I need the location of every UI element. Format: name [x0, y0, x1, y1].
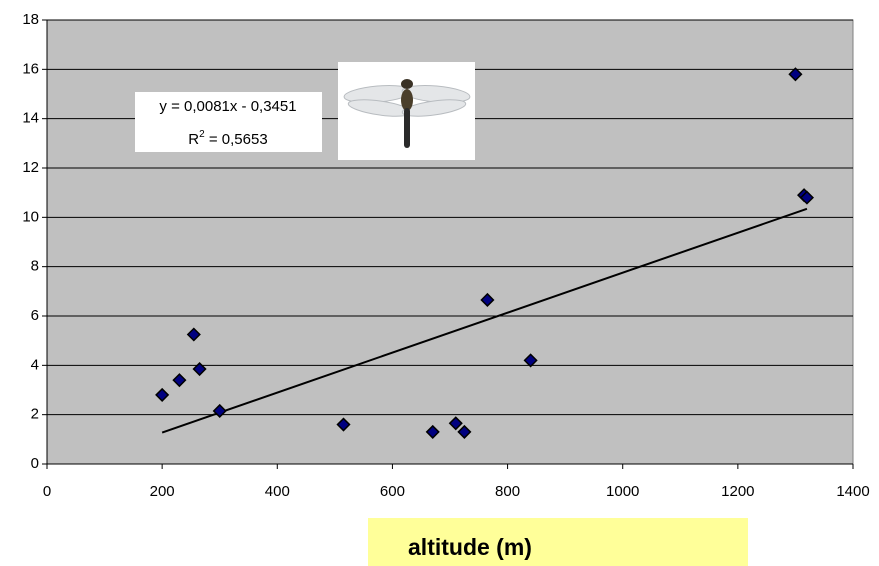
equation: y = 0,0081x - 0,3451	[159, 98, 296, 115]
y-tick-label: 0	[31, 455, 39, 472]
point	[155, 387, 170, 402]
y-tick-label: 2	[31, 406, 39, 423]
r-squared: R2 = 0,5653	[188, 129, 267, 148]
y-tick-label: 10	[22, 208, 39, 225]
point	[336, 417, 351, 432]
marks	[155, 67, 815, 439]
x-tick-label: 600	[380, 483, 405, 500]
y-tick-label: 8	[31, 258, 39, 275]
point	[172, 373, 187, 388]
trendline	[161, 207, 808, 434]
y-tick-label: 12	[22, 159, 39, 176]
equation-box	[135, 92, 322, 152]
r-value: = 0,5653	[205, 131, 268, 148]
y-tick-label: 6	[31, 307, 39, 324]
y-tick-label: 18	[22, 11, 39, 28]
xlabel-box	[368, 518, 748, 566]
y-tick-label: 16	[22, 60, 39, 77]
point	[192, 361, 207, 377]
point	[425, 424, 440, 439]
point	[480, 292, 495, 308]
point	[212, 403, 227, 419]
x-tick-label: 400	[265, 483, 290, 500]
point	[799, 190, 815, 205]
y-tick-label: 4	[31, 356, 39, 373]
point	[448, 416, 463, 431]
x-tick-label: 1000	[606, 483, 639, 500]
point	[457, 424, 472, 439]
x-tick-label: 200	[150, 483, 175, 500]
r-symbol: R	[188, 131, 199, 148]
x-tick-label: 800	[495, 483, 520, 500]
x-tick-label: 1200	[721, 483, 754, 500]
x-tick-label: 1400	[836, 483, 869, 500]
y-tick-label: 14	[22, 110, 39, 127]
point	[788, 67, 803, 82]
point	[186, 327, 201, 342]
point	[523, 353, 538, 368]
r-exponent: 2	[199, 129, 205, 140]
grid: 0 2 4 6 8 10 12 14 16 18 0 200 400 600 800 1000 1200 1400	[22, 11, 869, 500]
x-tick-label: 0	[43, 483, 51, 500]
x-axis-label: altitude (m)	[408, 534, 532, 560]
dragonfly-image	[338, 62, 475, 160]
